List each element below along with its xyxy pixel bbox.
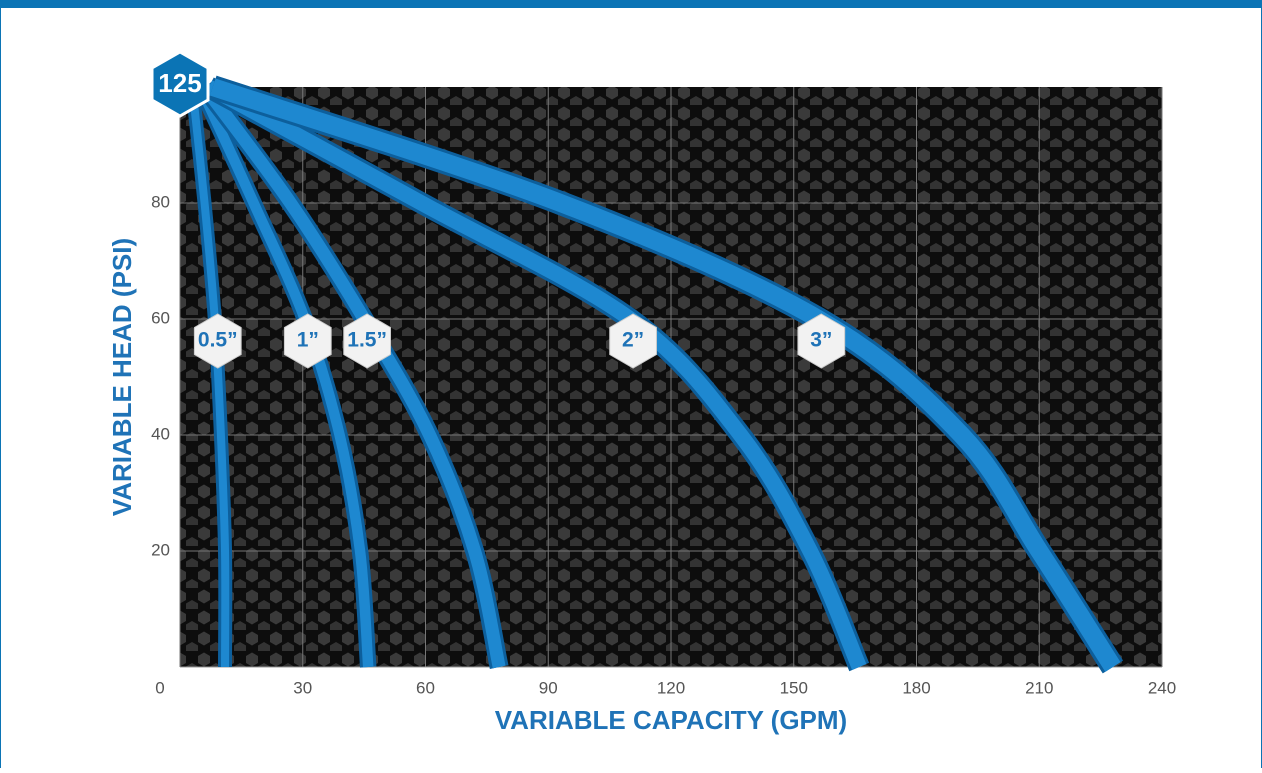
top-bar — [0, 0, 1262, 8]
series-label: 3” — [810, 329, 832, 352]
y-axis-title: VARIABLE HEAD (PSI) — [107, 238, 137, 516]
y-tick-label: 20 — [151, 540, 170, 559]
x-tick-label: 210 — [1025, 678, 1053, 697]
curve — [188, 86, 230, 668]
series-label: 2” — [622, 329, 644, 352]
max-head-badge — [150, 50, 210, 118]
series-badge — [283, 313, 332, 369]
series-badge — [343, 313, 392, 369]
curve — [195, 84, 374, 668]
max-head-label: 125 — [158, 68, 201, 98]
x-tick-label: 30 — [293, 678, 312, 697]
x-tick-label: 180 — [902, 678, 930, 697]
curve — [199, 83, 506, 669]
series-badge — [193, 313, 242, 369]
x-tick-label: 150 — [780, 678, 808, 697]
x-tick-label: 90 — [539, 678, 558, 697]
x-axis-title: VARIABLE CAPACITY (GPM) — [495, 705, 847, 735]
curve — [204, 80, 867, 671]
series-label: 0.5” — [198, 329, 238, 352]
series-badge — [797, 313, 846, 369]
x-tick-label: 120 — [657, 678, 685, 697]
x-tick-label: 60 — [416, 678, 435, 697]
y-tick-label: 40 — [151, 424, 170, 443]
series-label: 1” — [297, 329, 319, 352]
series-badge — [609, 313, 657, 369]
series-label: 1.5” — [347, 329, 387, 352]
x-tick-label: 0 — [155, 678, 164, 697]
y-tick-label: 80 — [151, 192, 170, 211]
x-tick-label: 240 — [1148, 678, 1176, 697]
y-tick-label: 60 — [151, 308, 170, 327]
